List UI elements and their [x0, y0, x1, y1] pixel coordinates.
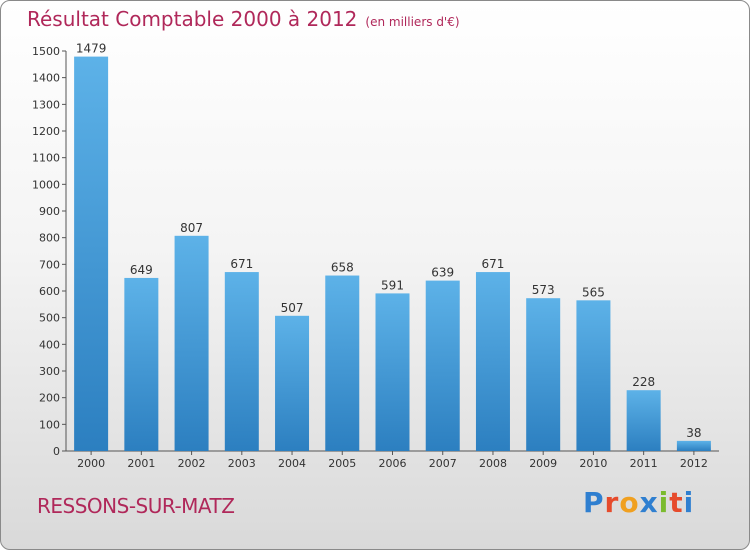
logo-letter: r [604, 486, 620, 519]
y-tick-label: 1500 [32, 45, 60, 58]
bar-value-label: 649 [130, 263, 153, 277]
x-tick-label: 2012 [680, 457, 708, 470]
y-tick-label: 700 [39, 258, 60, 271]
bar [224, 272, 259, 451]
x-tick-label: 2003 [228, 457, 256, 470]
logo-letter: x [639, 486, 659, 519]
logo-letter: P [583, 486, 605, 519]
bar [325, 275, 360, 451]
y-tick-label: 200 [39, 392, 60, 405]
y-tick-label: 800 [39, 232, 60, 245]
y-tick-label: 1300 [32, 98, 60, 111]
y-tick-label: 0 [53, 445, 60, 458]
y-tick-label: 300 [39, 365, 60, 378]
bar-value-label: 38 [686, 426, 701, 440]
bar-value-label: 591 [381, 278, 404, 292]
x-tick-label: 2010 [579, 457, 607, 470]
title-unit: (en milliers d'€) [365, 15, 460, 29]
bar-value-label: 565 [582, 285, 605, 299]
bar [676, 440, 711, 451]
y-tick-label: 1400 [32, 72, 60, 85]
bar [425, 280, 460, 451]
logo-letter: i [683, 486, 695, 519]
bar-value-label: 671 [230, 257, 253, 271]
chart-title: Résultat Comptable 2000 à 2012 (en millie… [27, 7, 460, 31]
bar [74, 56, 109, 451]
y-tick-label: 1100 [32, 152, 60, 165]
bar [526, 298, 561, 451]
commune-name: RESSONS-SUR-MATZ [37, 494, 235, 518]
x-tick-label: 2007 [429, 457, 457, 470]
x-tick-label: 2000 [77, 457, 105, 470]
logo-letter: o [619, 486, 640, 519]
bar-value-label: 1479 [76, 42, 107, 56]
x-tick-label: 2009 [529, 457, 557, 470]
logo-letter: t [669, 486, 684, 519]
x-tick-label: 2004 [278, 457, 306, 470]
bar [475, 272, 510, 451]
bar [275, 315, 310, 451]
y-tick-label: 500 [39, 312, 60, 325]
y-tick-label: 1200 [32, 125, 60, 138]
y-tick-label: 400 [39, 338, 60, 351]
y-tick-label: 1000 [32, 178, 60, 191]
chart-labels: 1479 649 807 671 507 658 591 639 671 573 565 228 38 [76, 42, 702, 440]
bar [626, 390, 661, 451]
bar [124, 277, 159, 451]
bar-value-label: 658 [331, 261, 354, 275]
bar-value-label: 507 [281, 301, 304, 315]
bar [174, 235, 209, 451]
y-tick-label: 100 [39, 418, 60, 431]
bar-value-label: 639 [431, 266, 454, 280]
bar-value-label: 228 [632, 375, 655, 389]
x-tick-label: 2001 [127, 457, 155, 470]
x-tick-label: 2008 [479, 457, 507, 470]
bar-value-label: 573 [532, 283, 555, 297]
bar [375, 293, 410, 451]
chart-axes: 0 100 200 300 400 500 600 700 800 900 1000 1100 1200… [32, 45, 719, 470]
proxiti-logo: Proxiti [583, 486, 694, 519]
x-tick-label: 2011 [630, 457, 658, 470]
x-tick-label: 2006 [379, 457, 407, 470]
title-text: Résultat Comptable 2000 à 2012 [27, 7, 358, 31]
bar-value-label: 807 [180, 221, 203, 235]
logo-letter: i [658, 486, 670, 519]
x-tick-label: 2002 [178, 457, 206, 470]
bar-value-label: 671 [482, 257, 505, 271]
x-tick-label: 2005 [328, 457, 356, 470]
bar [576, 300, 611, 451]
y-tick-label: 600 [39, 285, 60, 298]
chart-bars [74, 56, 711, 451]
y-tick-label: 900 [39, 205, 60, 218]
